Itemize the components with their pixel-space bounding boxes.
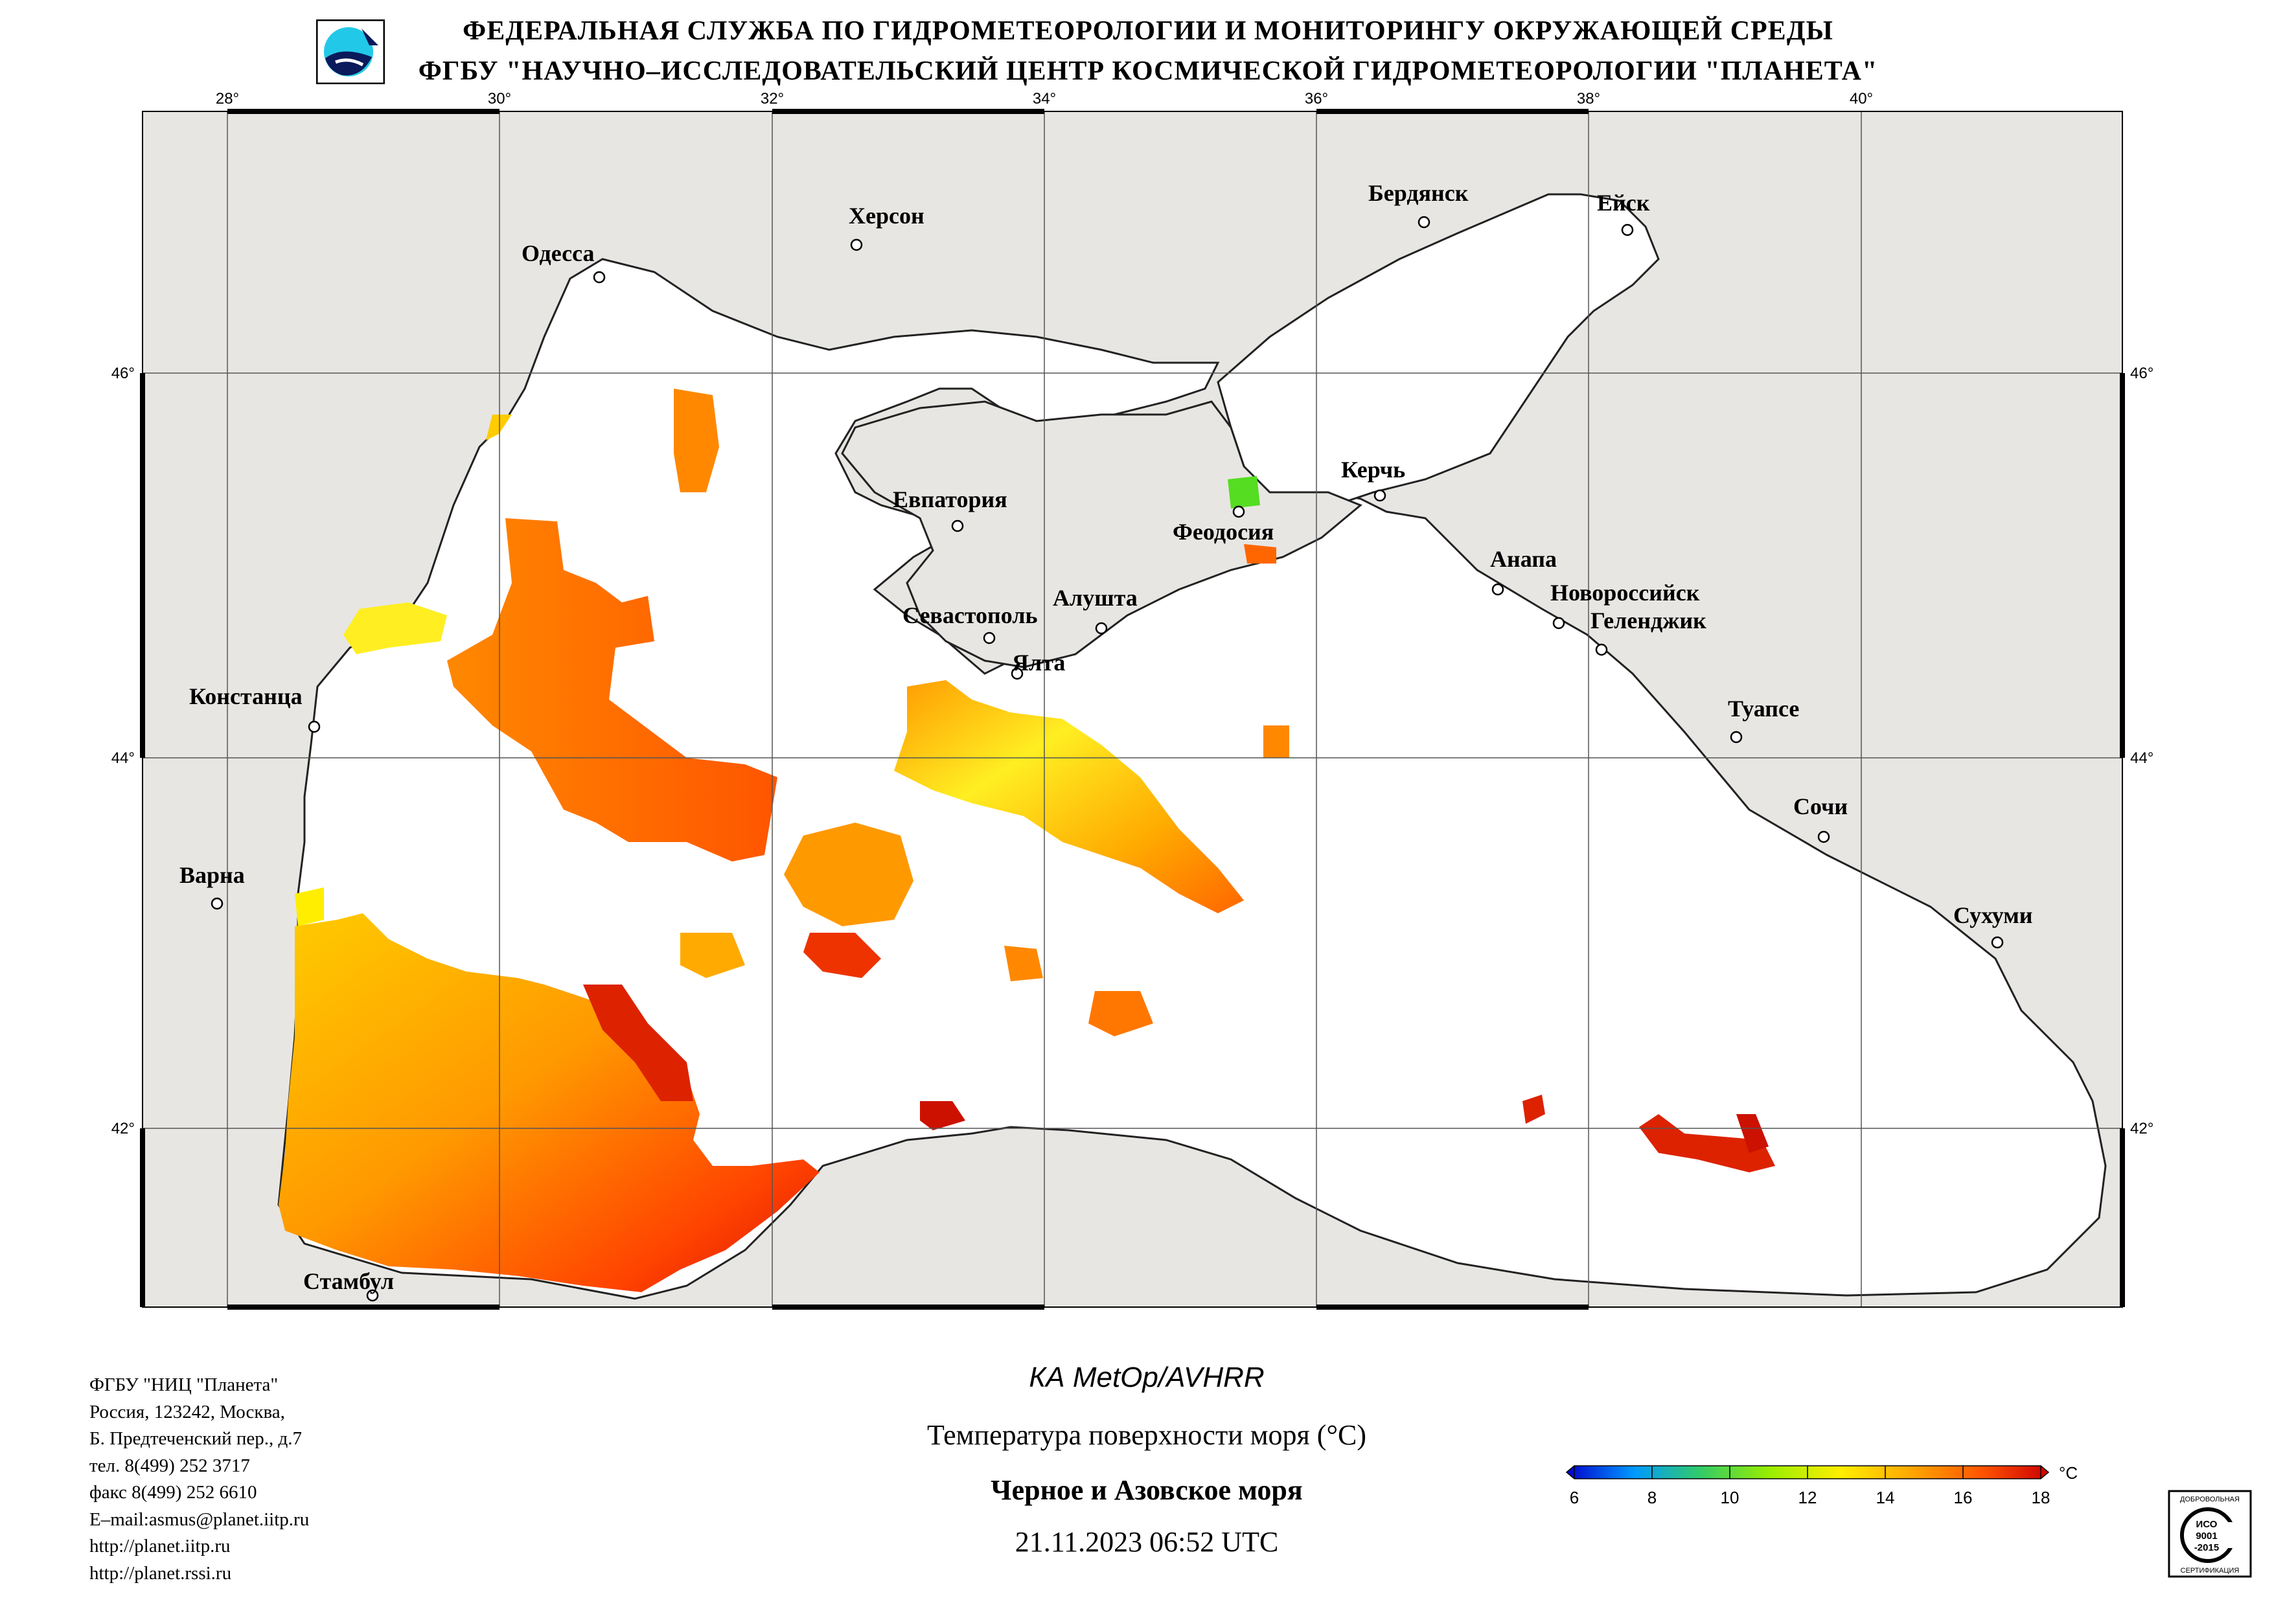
- temperature-colorbar: 6 8 10 12 14 16 18 °C: [1565, 1463, 2078, 1507]
- city-gelendzhik: Геленджик: [1590, 608, 1706, 633]
- city-istanbul: Стамбул: [303, 1268, 394, 1294]
- center-title: ФГБУ "НАУЧНО–ИССЛЕДОВАТЕЛЬСКИЙ ЦЕНТР КОС…: [418, 56, 1878, 86]
- contact-line: http://planet.rssi.ru: [89, 1562, 232, 1584]
- colorbar-unit: °C: [2059, 1463, 2078, 1483]
- city-sukhumi: Сухуми: [1953, 902, 2033, 928]
- colorbar-tick: 14: [1876, 1488, 1895, 1507]
- lat-ticks-right: 46° 44° 42°: [2130, 365, 2153, 1137]
- parameter-label: Температура поверхности моря (°C): [926, 1419, 1367, 1451]
- cities: [211, 216, 2004, 1302]
- iso-certificate-badge: ДОБРОВОЛЬНАЯ ИСО 9001 -2015 СЕРТИФИКАЦИЯ: [2168, 1490, 2252, 1578]
- city-marker: [366, 1289, 379, 1302]
- colorbar-tick: 6: [1570, 1488, 1579, 1507]
- colorbar-tick: 12: [1798, 1488, 1817, 1507]
- colorbar-tick: 16: [1954, 1488, 1973, 1507]
- lat-ticks-left: 46° 44° 42°: [111, 365, 135, 1137]
- sst-field: [279, 389, 1775, 1292]
- city-marker: [211, 897, 224, 910]
- lon-tick: 36°: [1305, 90, 1328, 108]
- lat-tick: 42°: [2130, 1120, 2153, 1137]
- lon-ticks-top: 28° 30° 32° 34° 36° 38° 40°: [216, 90, 1873, 108]
- city-constanta: Констанца: [189, 683, 303, 709]
- contact-line: http://planet.iitp.ru: [89, 1536, 231, 1556]
- planeta-logo: [316, 19, 385, 84]
- cert-number: 9001: [2196, 1531, 2217, 1542]
- city-yeysk: Ейск: [1597, 190, 1650, 216]
- contact-line: Россия, 123242, Москва,: [89, 1401, 285, 1422]
- lon-tick: 38°: [1577, 90, 1600, 108]
- sst-map: Одесса Херсон Бердянск Ейск Евпатория Ке…: [111, 90, 2153, 1310]
- contacts-block: ФГБУ "НИЦ "Планета" Россия, 123242, Моск…: [89, 1372, 309, 1587]
- city-anapa: Анапа: [1490, 546, 1557, 572]
- contact-line: Б. Предтеченский пер., д.7: [89, 1428, 303, 1449]
- city-alushta: Алушта: [1053, 585, 1138, 611]
- colorbar-tick: 10: [1721, 1488, 1739, 1507]
- city-marker: [308, 720, 321, 733]
- satellite-label: КА MetOp/AVHRR: [1029, 1362, 1265, 1393]
- city-marker: [1095, 622, 1108, 635]
- lat-tick: 46°: [2130, 365, 2153, 382]
- city-kherson: Херсон: [849, 203, 924, 229]
- region-label: Черное и Азовское моря: [991, 1474, 1303, 1506]
- lat-tick: 44°: [111, 749, 135, 767]
- lon-tick: 40°: [1850, 90, 1873, 108]
- city-marker: [951, 519, 964, 532]
- city-marker: [1011, 667, 1024, 680]
- city-sevastopol: Севастополь: [902, 602, 1038, 628]
- cert-bottom-text: СЕРТИФИКАЦИЯ: [2181, 1567, 2240, 1575]
- city-odessa: Одесса: [522, 240, 595, 266]
- city-novorossiysk: Новороссийск: [1550, 580, 1700, 606]
- city-yevpatoriya: Евпатория: [893, 486, 1007, 512]
- city-kerch: Керчь: [1341, 457, 1405, 483]
- city-tuapse: Туапсе: [1728, 696, 1799, 722]
- lon-tick: 30°: [488, 90, 511, 108]
- city-marker: [1491, 583, 1504, 596]
- lon-tick: 34°: [1033, 90, 1056, 108]
- city-marker: [1817, 830, 1830, 843]
- city-marker: [1418, 216, 1430, 229]
- colorbar-tick: 18: [2032, 1488, 2050, 1507]
- city-marker: [1730, 731, 1743, 744]
- frame-thick-segments: [140, 109, 2125, 1310]
- city-marker: [1232, 505, 1245, 518]
- contact-line: факс 8(499) 252 6610: [89, 1482, 257, 1503]
- city-varna: Варна: [179, 862, 245, 888]
- lon-tick: 32°: [761, 90, 784, 108]
- contact-line: E–mail:asmus@planet.iitp.ru: [89, 1509, 310, 1530]
- cert-iso: ИСО: [2196, 1519, 2218, 1530]
- city-marker: [593, 271, 606, 284]
- city-labels: Одесса Херсон Бердянск Ейск Евпатория Ке…: [179, 180, 2033, 1294]
- lat-tick: 44°: [2130, 749, 2153, 767]
- lon-tick: 28°: [216, 90, 239, 108]
- city-marker: [1552, 617, 1565, 630]
- city-marker: [850, 238, 863, 251]
- cert-top-text: ДОБРОВОЛЬНАЯ: [2180, 1496, 2240, 1503]
- lat-tick: 42°: [111, 1120, 135, 1137]
- contact-line: ФГБУ "НИЦ "Планета": [89, 1374, 279, 1395]
- city-marker: [983, 632, 996, 644]
- city-marker: [1621, 223, 1634, 236]
- colorbar-tick: 8: [1647, 1488, 1657, 1507]
- graticule: [143, 111, 2122, 1307]
- agency-title: ФЕДЕРАЛЬНАЯ СЛУЖБА ПО ГИДРОМЕТЕОРОЛОГИИ …: [463, 16, 1833, 46]
- city-marker: [1595, 643, 1608, 656]
- cert-year: -2015: [2194, 1542, 2219, 1553]
- datetime-label: 21.11.2023 06:52 UTC: [1015, 1526, 1279, 1558]
- city-berdyansk: Бердянск: [1368, 180, 1469, 206]
- city-marker: [1373, 489, 1386, 502]
- lat-tick: 46°: [111, 365, 135, 382]
- city-feodosiya: Феодосия: [1173, 519, 1274, 545]
- contact-line: тел. 8(499) 252 3717: [89, 1455, 250, 1476]
- crimea: [841, 400, 1362, 668]
- city-yalta: Ялта: [1012, 650, 1065, 676]
- city-sochi: Сочи: [1793, 793, 1848, 819]
- city-marker: [1991, 936, 2004, 949]
